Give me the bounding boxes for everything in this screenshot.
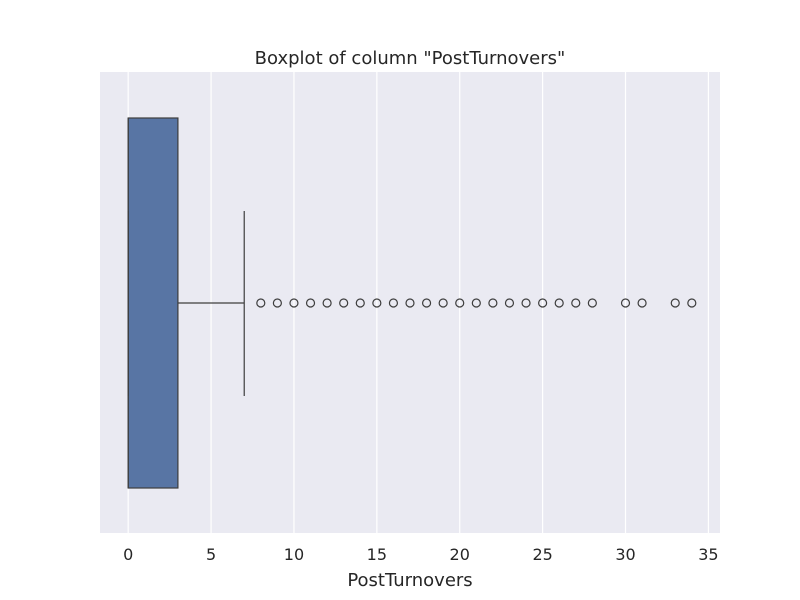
iqr-box xyxy=(127,117,179,489)
x-tick-label: 25 xyxy=(532,545,552,564)
outlier-point xyxy=(272,298,282,308)
x-tick-label: 5 xyxy=(206,545,216,564)
outlier-point xyxy=(421,298,432,308)
outlier-point xyxy=(289,298,299,308)
outlier-point xyxy=(256,298,266,308)
outlier-point xyxy=(504,298,515,308)
box-group xyxy=(127,117,245,489)
outlier-point xyxy=(587,298,597,308)
outlier-point xyxy=(455,298,465,308)
outlier-point xyxy=(554,298,564,308)
outlier-point xyxy=(305,298,316,308)
outlier-point xyxy=(355,298,365,308)
outlier-point xyxy=(521,298,531,308)
outlier-point xyxy=(405,298,415,308)
x-tick-label: 0 xyxy=(123,545,133,564)
outlier-point xyxy=(670,298,680,308)
x-tick-labels: 0 5 10 15 20 25 30 35 xyxy=(123,545,718,564)
outlier-point xyxy=(687,298,697,308)
outlier-point xyxy=(488,298,498,308)
x-tick-label: 15 xyxy=(367,545,387,564)
x-tick-label: 35 xyxy=(698,545,718,564)
outliers-group xyxy=(256,298,697,308)
x-tick-label: 20 xyxy=(450,545,470,564)
outlier-point xyxy=(471,298,481,308)
outlier-point xyxy=(388,298,399,308)
outlier-point xyxy=(372,298,382,308)
x-axis-label: PostTurnovers xyxy=(347,570,472,591)
chart-title: Boxplot of column "PostTurnovers" xyxy=(255,48,566,69)
outlier-point xyxy=(339,298,349,308)
outlier-point xyxy=(637,298,647,308)
outlier-point xyxy=(571,298,581,308)
outlier-point xyxy=(620,298,631,308)
x-tick-label: 10 xyxy=(284,545,304,564)
outlier-point xyxy=(322,298,332,308)
outlier-point xyxy=(538,298,548,308)
x-tick-label: 30 xyxy=(615,545,635,564)
outlier-point xyxy=(438,298,448,308)
